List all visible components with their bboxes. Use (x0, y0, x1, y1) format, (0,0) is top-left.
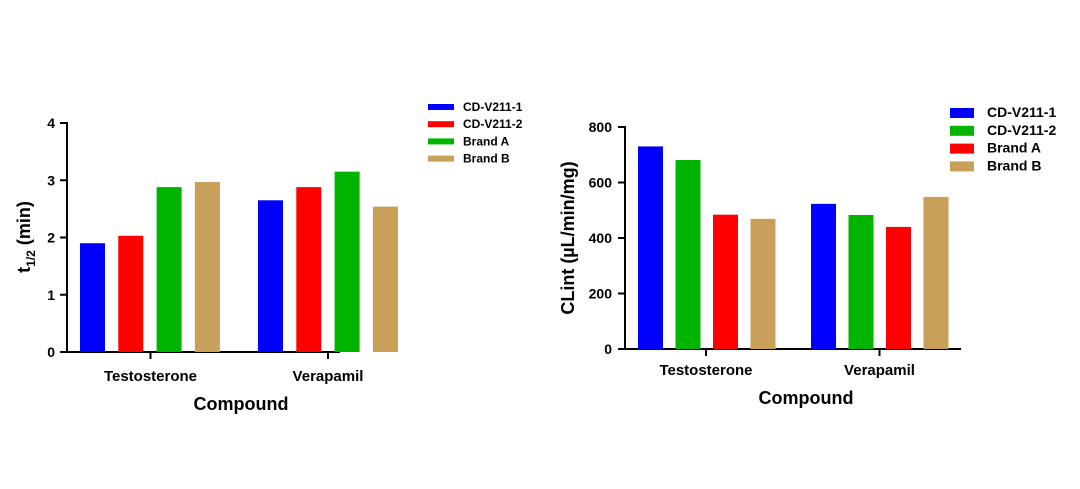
legend: CD-V211-1 CD-V211-2 Brand A Brand B (428, 100, 523, 166)
legend-label: Brand B (463, 152, 510, 166)
x-axis-title: Compound (194, 394, 289, 414)
bar-cd-v211-2-testosterone (118, 235, 144, 352)
bar-brand-a-testosterone (713, 214, 738, 349)
y-tick-label: 800 (589, 119, 613, 135)
y-tick-label: 3 (47, 172, 55, 188)
legend-swatch (950, 143, 974, 154)
legend-swatch (428, 155, 454, 162)
bar-cd-v211-2-verapamil (296, 187, 322, 352)
y-tick-label: 200 (589, 286, 613, 302)
bar-brand-a-verapamil (886, 226, 911, 349)
y-tick-label: 2 (47, 230, 55, 246)
y-tick-label: 400 (589, 230, 613, 246)
legend-label: CD-V211-2 (463, 117, 523, 131)
x-category-label: Testosterone (659, 362, 752, 379)
legend-label: CD-V211-2 (987, 122, 1056, 138)
y-axis-title: CLint (µL/min/mg) (558, 161, 578, 314)
bar-cd-v211-2-testosterone (675, 160, 701, 349)
bar-cd-v211-1-testosterone (638, 146, 663, 349)
y-tick-label: 1 (47, 287, 55, 303)
bar-brand-b-testosterone (194, 181, 220, 352)
x-category-label: Verapamil (844, 362, 915, 379)
bar-cd-v211-1-verapamil (811, 203, 836, 349)
legend-swatch (428, 138, 454, 145)
y-axis-title: t1/2 (min) (14, 201, 38, 273)
y-tick-label: 0 (604, 341, 612, 357)
legend-label: Brand B (987, 157, 1041, 173)
x-axis-title: Compound (759, 388, 854, 408)
bar-cd-v211-1-testosterone (80, 243, 105, 352)
bar-brand-a-verapamil (334, 171, 360, 352)
bar-brand-a-testosterone (156, 187, 182, 352)
y-tick-label: 0 (47, 344, 55, 360)
x-category-label: Verapamil (293, 368, 364, 385)
legend-swatch (428, 104, 454, 110)
legend-label: Brand A (987, 140, 1041, 156)
legend-swatch (428, 121, 454, 128)
bar-brand-b-testosterone (750, 218, 776, 349)
legend-label: CD-V211-1 (987, 104, 1056, 120)
legend-swatch (950, 108, 974, 118)
clint-chart: 0 200 400 600 800 Testosterone Verapamil Compou… (558, 104, 1056, 408)
legend-label: Brand A (463, 134, 510, 148)
legend-swatch (950, 125, 974, 136)
bar-brand-b-verapamil (372, 206, 398, 352)
y-tick-label: 600 (589, 175, 613, 191)
bar-cd-v211-1-verapamil (258, 200, 283, 352)
x-category-label: Testosterone (104, 368, 197, 385)
bar-cd-v211-2-verapamil (848, 214, 874, 349)
bar-brand-b-verapamil (923, 196, 949, 349)
legend-label: CD-V211-1 (463, 100, 523, 114)
legend-swatch (950, 161, 974, 172)
y-tick-label: 4 (47, 115, 55, 131)
